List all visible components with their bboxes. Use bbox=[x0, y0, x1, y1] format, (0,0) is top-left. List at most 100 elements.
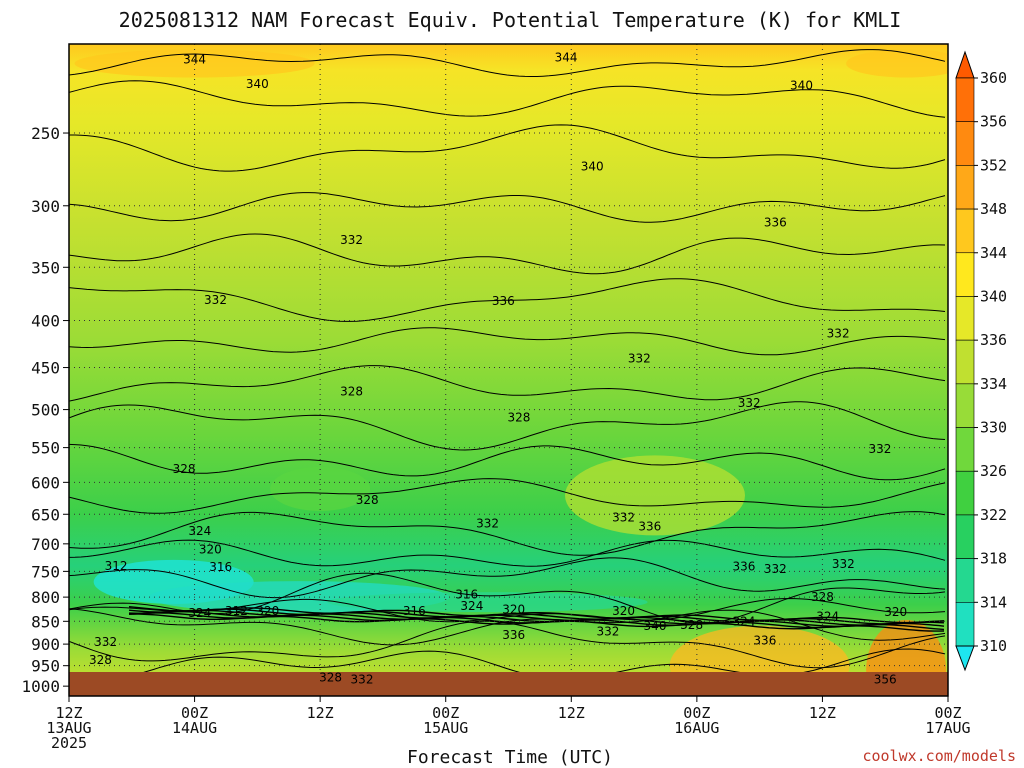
contour-line bbox=[69, 401, 946, 451]
contour-line bbox=[69, 192, 946, 223]
colorbar-tick-label: 352 bbox=[980, 156, 1007, 174]
x-tick-label: 00Z bbox=[181, 704, 208, 722]
x-tick-label: 17AUG bbox=[925, 719, 970, 737]
contour-label: 332 bbox=[869, 442, 892, 456]
contour-label: 320 bbox=[256, 604, 279, 618]
colorbar-tick-label: 334 bbox=[980, 375, 1007, 393]
contour-label: 336 bbox=[502, 628, 525, 642]
contour-label: 328 bbox=[340, 385, 363, 399]
contour-label: 312 bbox=[225, 604, 248, 618]
contour-label: 324 bbox=[188, 606, 211, 620]
contour-line bbox=[69, 233, 946, 275]
contour-label: 328 bbox=[89, 653, 112, 667]
y-tick-label: 600 bbox=[31, 473, 60, 492]
inversion-contour-line bbox=[128, 608, 945, 625]
contour-line bbox=[69, 557, 946, 599]
x-tick-label: 12Z bbox=[558, 704, 585, 722]
contour-label: 336 bbox=[492, 294, 515, 308]
x-tick-label: 12Z bbox=[55, 704, 82, 722]
colorbar: 310 314 318 322 326 330 334 336 340 344 348 352 356 3… bbox=[955, 50, 1007, 672]
contour-label: 328 bbox=[319, 670, 342, 684]
colorbar-tick-label: 330 bbox=[980, 419, 1007, 437]
contour-label: 332 bbox=[832, 557, 855, 571]
y-tick-label: 900 bbox=[31, 635, 60, 654]
colorbar-tick-label: 322 bbox=[980, 506, 1007, 524]
contour-label: 332 bbox=[764, 562, 787, 576]
colorbar-segment bbox=[955, 208, 975, 254]
x-tick-label: 00Z bbox=[432, 704, 459, 722]
y-tick-label: 400 bbox=[31, 312, 60, 331]
contour-label: 312 bbox=[105, 559, 128, 573]
contour-label: 332 bbox=[340, 233, 363, 247]
contour-lines bbox=[69, 49, 946, 684]
y-tick-label: 750 bbox=[31, 562, 60, 581]
y-axis: 250 300 350 400 450 500 550 600 650 700 750 800 850 9… bbox=[21, 124, 69, 696]
colorbar-tick-label: 336 bbox=[980, 331, 1007, 349]
colorbar-tick-label: 344 bbox=[980, 244, 1007, 262]
colorbar-segment bbox=[955, 470, 975, 516]
contour-label: 328 bbox=[811, 590, 834, 604]
contour-label: 316 bbox=[455, 588, 478, 602]
y-tick-label: 950 bbox=[31, 657, 60, 676]
y-tick-label: 800 bbox=[31, 588, 60, 607]
contour-label: 336 bbox=[764, 216, 787, 230]
site-credit: coolwx.com/models bbox=[862, 747, 1016, 765]
contour-label: 336 bbox=[638, 519, 661, 533]
contour-label: 344 bbox=[183, 53, 206, 67]
contour-label: 320 bbox=[884, 605, 907, 619]
colorbar-tick-label: 318 bbox=[980, 550, 1007, 568]
x-tick-label: 00Z bbox=[683, 704, 710, 722]
contour-label: 332 bbox=[612, 510, 635, 524]
contour-label: 332 bbox=[827, 326, 850, 340]
x-tick-label: 13AUG bbox=[46, 719, 91, 737]
contour-label: 316 bbox=[403, 604, 426, 618]
colorbar-tick-label: 310 bbox=[980, 637, 1007, 655]
contour-line bbox=[69, 539, 946, 567]
contour-label: 332 bbox=[628, 352, 651, 366]
colorbar-segment bbox=[955, 558, 975, 603]
contour-line bbox=[69, 49, 946, 77]
contour-line bbox=[69, 443, 946, 481]
y-tick-label: 850 bbox=[31, 612, 60, 631]
inversion-contour-line bbox=[129, 613, 945, 632]
colorbar-tick-label: 326 bbox=[980, 462, 1007, 480]
x-tick-label: 12Z bbox=[307, 704, 334, 722]
cold-layer-east-blob bbox=[327, 592, 648, 613]
x-tick-label: 2025 bbox=[51, 734, 87, 752]
colorbar-tick-label: 360 bbox=[980, 69, 1007, 87]
colorbar-segment bbox=[955, 602, 975, 647]
mid-level-moist-blob bbox=[565, 455, 745, 536]
inversion-contour-line bbox=[128, 609, 945, 626]
chart-title: 2025081312 NAM Forecast Equiv. Potential… bbox=[119, 8, 902, 32]
contour-label: 340 bbox=[246, 77, 269, 91]
contour-label: 340 bbox=[790, 79, 813, 93]
contour-label: 336 bbox=[732, 560, 755, 574]
contour-label: 332 bbox=[94, 635, 117, 649]
colorbar-segment bbox=[955, 514, 975, 559]
contour-label: 340 bbox=[644, 619, 667, 633]
colorbar-tick-label: 348 bbox=[980, 200, 1007, 218]
contour-line bbox=[69, 278, 946, 322]
contour-label: 324 bbox=[188, 524, 211, 538]
contour-line bbox=[69, 620, 946, 669]
colorbar-segment bbox=[955, 165, 975, 210]
x-axis-label: Forecast Time (UTC) bbox=[407, 747, 613, 768]
y-tick-label: 1000 bbox=[21, 677, 60, 696]
colorbar-tick-label: 340 bbox=[980, 287, 1007, 305]
contour-label: 316 bbox=[209, 560, 232, 574]
contour-line bbox=[69, 365, 946, 402]
contour-line bbox=[69, 327, 946, 356]
contour-label: 324 bbox=[460, 599, 483, 613]
contour-label: 320 bbox=[502, 602, 525, 616]
colorbar-segment bbox=[955, 121, 975, 166]
contour-label: 328 bbox=[356, 493, 379, 507]
contour-line bbox=[69, 80, 946, 118]
inversion-contour-line bbox=[128, 606, 945, 624]
contour-label: 324 bbox=[816, 610, 839, 624]
contour-line bbox=[69, 511, 946, 556]
plot-frame bbox=[68, 43, 949, 697]
x-tick-label: 15AUG bbox=[423, 719, 468, 737]
contour-label: 328 bbox=[680, 618, 703, 632]
